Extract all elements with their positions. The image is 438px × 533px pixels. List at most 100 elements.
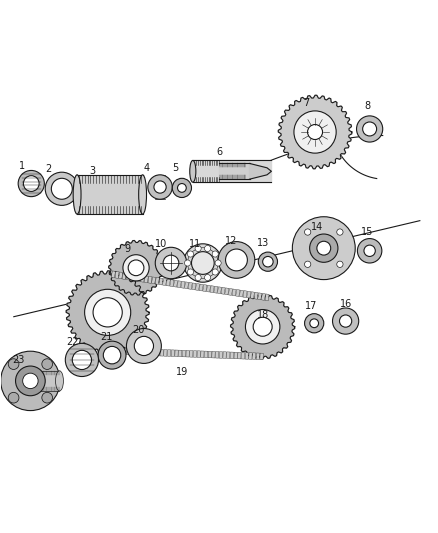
Polygon shape [167, 350, 171, 357]
Polygon shape [230, 352, 234, 359]
Text: 4: 4 [144, 163, 150, 173]
Polygon shape [217, 287, 222, 294]
Circle shape [148, 175, 172, 199]
Circle shape [8, 359, 19, 369]
Text: 12: 12 [225, 236, 237, 246]
Polygon shape [243, 290, 247, 297]
Circle shape [317, 241, 331, 255]
Circle shape [337, 229, 343, 235]
Circle shape [127, 328, 161, 364]
Circle shape [304, 313, 324, 333]
Ellipse shape [73, 175, 81, 214]
Text: 7: 7 [303, 98, 310, 108]
Polygon shape [219, 352, 223, 358]
Polygon shape [236, 289, 240, 296]
Text: 22: 22 [67, 337, 79, 346]
Polygon shape [126, 273, 130, 280]
Polygon shape [221, 287, 225, 294]
Circle shape [195, 245, 201, 252]
Polygon shape [212, 351, 215, 358]
Polygon shape [130, 273, 134, 280]
Polygon shape [188, 282, 192, 289]
Circle shape [363, 122, 377, 136]
Polygon shape [131, 349, 134, 355]
Circle shape [85, 289, 131, 335]
Polygon shape [138, 349, 141, 356]
Polygon shape [252, 353, 256, 359]
Circle shape [103, 346, 121, 364]
Polygon shape [145, 349, 148, 356]
Polygon shape [162, 279, 166, 286]
Text: 11: 11 [189, 239, 201, 249]
Text: 9: 9 [124, 244, 131, 254]
Polygon shape [173, 280, 178, 287]
Circle shape [8, 392, 19, 403]
Circle shape [1, 351, 60, 410]
Polygon shape [112, 348, 115, 354]
Polygon shape [181, 281, 185, 288]
Polygon shape [247, 291, 251, 298]
Circle shape [218, 241, 255, 278]
Polygon shape [261, 293, 265, 300]
Polygon shape [265, 294, 269, 301]
Polygon shape [175, 350, 178, 357]
Circle shape [154, 181, 166, 193]
Circle shape [93, 298, 122, 327]
Polygon shape [133, 274, 138, 281]
Circle shape [72, 350, 92, 369]
Circle shape [205, 274, 211, 280]
Polygon shape [197, 351, 201, 358]
Polygon shape [186, 350, 189, 357]
Circle shape [258, 252, 278, 271]
Polygon shape [134, 349, 138, 355]
Polygon shape [179, 350, 182, 357]
Circle shape [18, 171, 44, 197]
Polygon shape [229, 288, 233, 295]
Polygon shape [109, 240, 163, 295]
Circle shape [123, 255, 149, 281]
Text: 19: 19 [176, 367, 188, 377]
Text: 18: 18 [258, 310, 270, 320]
Text: 8: 8 [364, 101, 371, 111]
Circle shape [215, 260, 221, 266]
Circle shape [292, 217, 355, 280]
Polygon shape [230, 295, 295, 359]
Polygon shape [77, 175, 143, 214]
Circle shape [300, 117, 330, 147]
Circle shape [364, 245, 375, 256]
Text: 3: 3 [89, 166, 95, 176]
Polygon shape [127, 348, 130, 355]
Polygon shape [137, 274, 141, 281]
Polygon shape [120, 348, 123, 354]
Polygon shape [199, 284, 203, 291]
Polygon shape [115, 271, 119, 278]
Polygon shape [215, 351, 219, 358]
Polygon shape [190, 351, 193, 357]
Text: 5: 5 [172, 163, 178, 173]
Circle shape [163, 255, 179, 271]
Circle shape [23, 373, 38, 389]
Polygon shape [249, 353, 252, 359]
Polygon shape [214, 286, 218, 293]
Text: 14: 14 [311, 222, 323, 232]
Polygon shape [152, 349, 156, 356]
Polygon shape [111, 271, 115, 278]
Polygon shape [258, 293, 262, 300]
Polygon shape [184, 282, 189, 289]
Polygon shape [208, 351, 212, 358]
Polygon shape [119, 272, 123, 279]
Polygon shape [245, 352, 248, 359]
Ellipse shape [190, 160, 196, 182]
Text: 6: 6 [216, 147, 222, 157]
Circle shape [187, 269, 194, 275]
Circle shape [42, 359, 53, 369]
Circle shape [212, 251, 218, 257]
Polygon shape [234, 352, 237, 359]
Polygon shape [206, 285, 211, 292]
Circle shape [172, 179, 191, 198]
Circle shape [304, 261, 311, 268]
Polygon shape [152, 277, 155, 284]
Polygon shape [226, 352, 230, 359]
Text: 13: 13 [258, 238, 270, 248]
Circle shape [128, 260, 144, 276]
